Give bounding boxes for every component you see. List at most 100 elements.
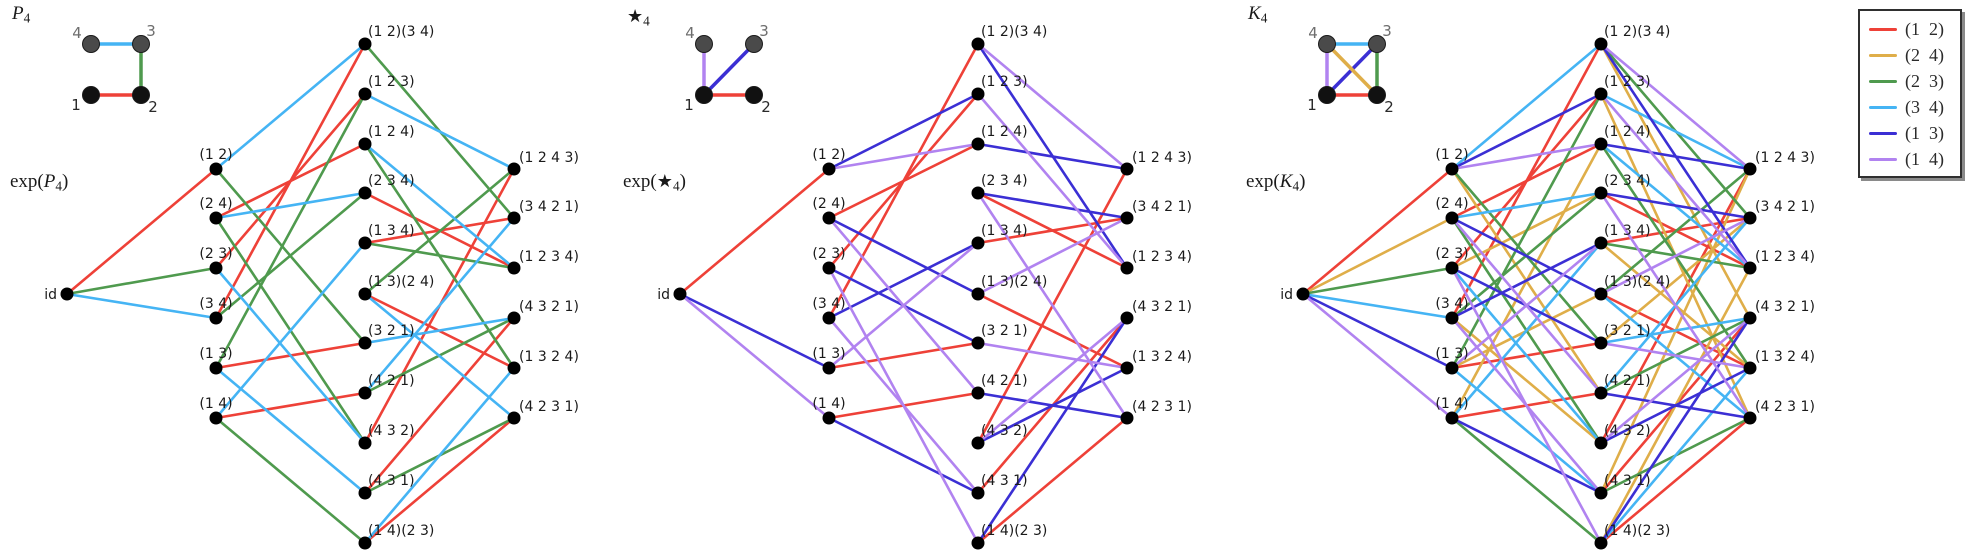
node-label: (4 3 1) — [368, 473, 415, 489]
graph-node — [971, 137, 985, 151]
exp-label: exp(★4) — [623, 171, 686, 195]
inset-vertex-label: 2 — [1384, 98, 1394, 116]
graph-edge-12 — [1599, 416, 1752, 545]
graph-node — [209, 411, 223, 425]
node-label: (3 4) — [812, 296, 845, 312]
panel-title: ★4 — [627, 6, 650, 30]
node-label: id — [1280, 287, 1293, 303]
graph-edge-12 — [827, 42, 980, 320]
node-label: (1 3)(2 4) — [981, 274, 1047, 290]
node-label: (1 3 2 4) — [519, 349, 579, 365]
node-label: id — [657, 287, 670, 303]
cayley-graph-K4: id (1 2) (2 4) (2 3) (3 4) (1 3) (1 4) (1 2)(3 … — [1280, 22, 1815, 550]
node-label: (3 4 2 1) — [1132, 199, 1192, 215]
graph-node — [1594, 287, 1608, 301]
graph-node — [1743, 162, 1757, 176]
graph-edge-34 — [1301, 292, 1454, 320]
inset-vertex-1 — [82, 86, 100, 104]
graph-node — [1120, 211, 1134, 225]
graph-edge-34 — [363, 92, 516, 171]
graph-node — [822, 261, 836, 275]
graph-edge-23 — [1301, 266, 1454, 296]
graph-edge-23 — [214, 191, 367, 320]
node-label: (4 2 3 1) — [519, 399, 579, 415]
graph-node — [1120, 411, 1134, 425]
exp-subscript: 4 — [55, 178, 63, 194]
graph-node — [1120, 261, 1134, 275]
graph-edge-34 — [1599, 366, 1752, 545]
inset-vertex-4 — [1318, 35, 1336, 53]
graph-edge-13 — [827, 241, 980, 320]
graph-edge-24 — [1301, 216, 1454, 296]
graph-edge-13 — [1450, 241, 1603, 320]
panel-K4: K 4 exp(K4) id (1 2) (2 4) (2 3) (3 4) (1 3) (1 4… — [1236, 0, 1849, 558]
legend-swatch-14 — [1869, 157, 1897, 161]
graph-node — [358, 186, 372, 200]
node-label: (1 3)(2 4) — [1604, 274, 1670, 290]
legend-label: (1 3) — [1905, 122, 1944, 143]
panel-title-letter: K — [1248, 3, 1261, 24]
graph-node — [971, 386, 985, 400]
node-label: (1 2 4 3) — [519, 150, 579, 166]
exp-label: exp(K4) — [1246, 171, 1305, 195]
graph-node — [1445, 361, 1459, 375]
graph-node — [507, 411, 521, 425]
node-label: (1 4)(2 3) — [981, 523, 1047, 539]
graph-edge-34 — [363, 216, 516, 395]
graph-node — [822, 311, 836, 325]
graph-edge-13 — [1450, 216, 1603, 296]
graph-node — [1594, 536, 1608, 550]
inset-vertex-3 — [745, 35, 763, 53]
graph-edge-13 — [1301, 292, 1454, 370]
graph-edge-14 — [976, 341, 1129, 370]
node-label: (1 4) — [199, 396, 232, 412]
graph-node — [1743, 211, 1757, 225]
cayley-graph-P4: id (1 2) (2 4) (2 3) (3 4) (1 3) (1 4) (1 2)(3 … — [44, 22, 579, 550]
graph-node — [358, 436, 372, 450]
node-label: (3 4) — [1435, 296, 1468, 312]
graph-edge-12 — [678, 167, 831, 296]
graph-edge-14 — [1599, 216, 1752, 296]
node-label: (4 2 3 1) — [1132, 399, 1192, 415]
node-label: (4 2 1) — [981, 373, 1028, 389]
graph-edge-12 — [827, 341, 980, 370]
exp-letter: P — [43, 171, 56, 192]
graph-edge-14 — [678, 292, 831, 420]
legend-entry: (2 4) — [1860, 42, 1960, 68]
graph-node — [822, 361, 836, 375]
inset-vertex-label: 3 — [759, 22, 769, 40]
exp-letter: ★ — [656, 171, 673, 191]
graph-edge-14 — [976, 191, 1129, 420]
graph-edge-13 — [976, 142, 1129, 171]
inset-vertex-label: 4 — [1308, 24, 1318, 42]
graph-node — [1445, 261, 1459, 275]
legend-swatch-23 — [1869, 79, 1897, 83]
graph-edge-23 — [214, 92, 367, 370]
node-label: (1 4) — [1435, 396, 1468, 412]
node-label: (1 2 3 4) — [1132, 249, 1192, 265]
node-label: (4 3 1) — [981, 473, 1028, 489]
node-label: (1 3) — [812, 346, 845, 362]
graph-edge-13 — [678, 292, 831, 370]
graph-node — [358, 336, 372, 350]
graph-node — [822, 411, 836, 425]
node-label: (2 3 4) — [981, 173, 1028, 189]
node-label: (3 4 2 1) — [519, 199, 579, 215]
node-label: (1 2 3) — [981, 74, 1028, 90]
graph-edge-14 — [976, 92, 1129, 270]
graph-node — [358, 386, 372, 400]
node-label: (1 3)(2 4) — [368, 274, 434, 290]
node-label: (1 2 4) — [1604, 124, 1651, 140]
graph-edge-13 — [1450, 92, 1603, 171]
graph-node — [1445, 162, 1459, 176]
node-label: (2 3 4) — [368, 173, 415, 189]
graph-edge-24 — [1450, 316, 1603, 445]
graph-node — [1594, 137, 1608, 151]
graph-edge-14 — [1450, 142, 1603, 171]
graph-edge-34 — [1450, 191, 1603, 220]
cayley-graph-star4: id (1 2) (2 4) (2 3) (3 4) (1 3) (1 4) (1 2)(3 … — [657, 22, 1192, 550]
exp-suffix: ) — [679, 171, 686, 192]
graph-edge-13 — [827, 92, 980, 171]
node-label: (1 4) — [812, 396, 845, 412]
